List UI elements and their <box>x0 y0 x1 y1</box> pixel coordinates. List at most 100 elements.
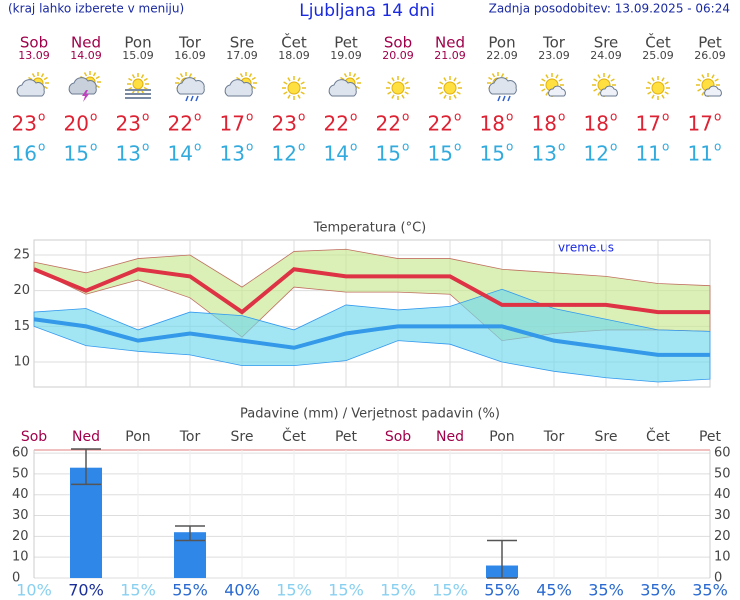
sun-ray <box>355 85 360 90</box>
degree-mark: o <box>558 140 565 154</box>
sun-ray <box>287 94 291 99</box>
day-name: Čet <box>281 33 307 52</box>
temp-line <box>33 317 710 357</box>
bolt <box>82 90 89 102</box>
temp-min: 14 <box>168 142 193 166</box>
temp-min: 12 <box>584 142 609 166</box>
day-name: Tor <box>178 34 202 52</box>
temp-max: 17 <box>688 112 713 136</box>
temp-max: 22 <box>428 112 453 136</box>
degree-mark: o <box>298 110 305 124</box>
day-name: Ned <box>72 429 100 445</box>
y-tick-label: 30 <box>12 508 29 523</box>
sun-ray <box>593 78 598 82</box>
sun-ray <box>456 81 461 85</box>
sun-ray <box>439 81 444 85</box>
temp-max: 17 <box>220 112 245 136</box>
precip-chart-title: Padavine (mm) / Verjetnost padavin (%) <box>240 407 500 422</box>
sun-ray <box>31 73 36 78</box>
sun-ray <box>661 77 665 82</box>
sun-ray <box>179 73 184 78</box>
error-bar <box>175 525 205 542</box>
sun-ray <box>248 73 253 78</box>
day-name: Sre <box>594 34 619 52</box>
sun <box>132 78 144 90</box>
degree-mark: o <box>142 110 149 124</box>
degree-mark: o <box>506 140 513 154</box>
temp-min: 13 <box>220 142 245 166</box>
sun-ray <box>92 72 97 77</box>
day-name: Sob <box>384 34 412 52</box>
sun-ray <box>128 77 133 82</box>
rain <box>502 95 506 102</box>
sun-ray <box>610 78 615 82</box>
degree-mark: o <box>454 140 461 154</box>
sun-ray <box>140 74 145 79</box>
sun-ray <box>456 91 461 95</box>
sun-ray <box>541 78 546 82</box>
probability-label: 45% <box>536 581 572 600</box>
temp-max: 23 <box>272 112 297 136</box>
temp-max: 22 <box>168 112 193 136</box>
sun-ray <box>83 72 88 77</box>
sun-ray <box>647 91 652 95</box>
weather-icon <box>125 73 151 99</box>
sun <box>651 81 665 95</box>
sun-ray <box>701 74 705 79</box>
sun-ray <box>340 76 345 81</box>
degree-mark: o <box>662 140 669 154</box>
day-date: 25.09 <box>642 49 674 62</box>
sun-ray <box>283 91 288 95</box>
day-name: Pon <box>489 429 514 445</box>
day-name: Pet <box>698 34 722 52</box>
temp-min: 16 <box>12 142 37 166</box>
temp-max: 23 <box>116 112 141 136</box>
sun-ray <box>500 73 505 78</box>
weather-icon <box>696 73 722 97</box>
rain <box>185 95 189 102</box>
probability-label: 15% <box>432 581 468 600</box>
sun-ray <box>251 76 256 81</box>
sun-ray <box>558 78 563 82</box>
probability-label: 35% <box>692 581 728 600</box>
y2-tick-label: 0 <box>714 571 722 586</box>
y2-tick-label: 50 <box>714 466 731 481</box>
y-tick-label: 25 <box>13 247 30 262</box>
y-tick-label: 0 <box>12 571 20 586</box>
range-band <box>33 288 711 383</box>
probability-label: 55% <box>172 581 208 600</box>
cloud <box>488 77 517 95</box>
cloud <box>176 77 205 95</box>
day-date: 19.09 <box>330 49 362 62</box>
day-name: Sre <box>231 429 254 445</box>
sun-ray <box>453 77 457 82</box>
degree-mark: o <box>506 110 513 124</box>
sun-ray <box>239 73 244 78</box>
watermark: vreme.us <box>558 241 614 255</box>
probability-label: 35% <box>640 581 676 600</box>
degree-mark: o <box>714 140 721 154</box>
page-title: Ljubljana 14 dni <box>299 1 435 21</box>
degree-mark: o <box>402 140 409 154</box>
y-tick-label: 10 <box>13 355 30 370</box>
temp-max: 18 <box>584 112 609 136</box>
error-bar <box>71 448 101 486</box>
sun-ray <box>491 73 496 78</box>
day-name: Ned <box>71 34 101 52</box>
temp-min: 11 <box>636 142 661 166</box>
day-name: Sre <box>595 429 618 445</box>
menu-hint[interactable]: (kraj lahko izberete v meniju) <box>8 2 184 16</box>
sun-ray <box>300 91 305 95</box>
day-date: 15.09 <box>122 49 154 62</box>
sun-ray <box>651 94 655 99</box>
day-name: Čet <box>646 427 670 445</box>
day-name: Pet <box>334 34 358 52</box>
day-name: Sob <box>20 34 48 52</box>
day-date: 24.09 <box>590 49 622 62</box>
sun-ray <box>664 81 669 85</box>
degree-mark: o <box>714 110 721 124</box>
day-name: Čet <box>645 33 671 52</box>
day-name: Čet <box>282 427 306 445</box>
sun-ray <box>453 94 457 99</box>
